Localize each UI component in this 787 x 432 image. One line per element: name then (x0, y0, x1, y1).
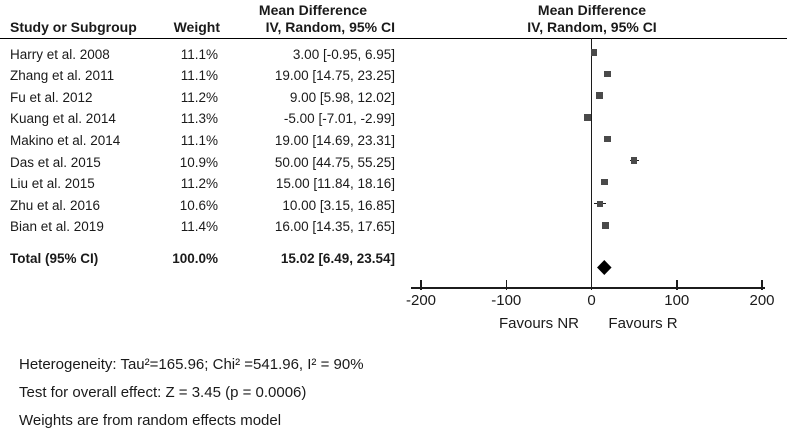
effect-square (590, 49, 598, 56)
pooled-diamond (597, 260, 612, 275)
study-row: Kuang et al. 2014 11.3% -5.00 [-7.01, -2… (0, 108, 400, 130)
heterogeneity-note: Heterogeneity: Tau²=165.96; Chi² =541.96… (19, 356, 364, 373)
study-ci: 15.00 [11.84, 18.16] (275, 176, 395, 192)
study-ci: 19.00 [14.69, 23.31] (274, 132, 395, 148)
study-row: Liu et al. 2015 11.2% 15.00 [11.84, 18.1… (0, 173, 400, 195)
x-axis-tick (505, 280, 507, 290)
study-row: Bian et al. 2019 11.4% 16.00 [14.35, 17.… (0, 216, 400, 238)
study-ci: 16.00 [14.35, 17.65] (274, 219, 395, 235)
weights-note: Weights are from random effects model (19, 412, 282, 429)
study-label: Bian et al. 2019 (10, 219, 104, 235)
effect-square (630, 157, 638, 164)
study-label: Makino et al. 2014 (10, 132, 121, 148)
effect-square (600, 178, 608, 186)
study-ci: 10.00 [3.15, 16.85] (282, 197, 395, 213)
weight-column-header: Weight (173, 19, 220, 35)
favours-right-label: Favours R (608, 315, 678, 332)
x-axis-tick (676, 280, 678, 290)
x-axis-tick (761, 280, 763, 290)
study-ci: 9.00 [5.98, 12.02] (289, 89, 395, 105)
study-weight: 11.2% (180, 89, 218, 105)
x-axis-tick-label: 100 (664, 292, 690, 309)
study-row: Fu et al. 2012 11.2% 9.00 [5.98, 12.02] (0, 87, 400, 109)
study-weight: 11.1% (180, 46, 218, 62)
effect-square (604, 135, 612, 143)
x-axis-tick (590, 280, 593, 290)
study-ci: 3.00 [-0.95, 6.95] (292, 46, 395, 62)
study-weight: 10.9% (179, 154, 218, 170)
total-row: Total (95% CI) 100.0% 15.02 [6.49, 23.54… (0, 248, 400, 270)
study-row: Das et al. 2015 10.9% 50.00 [44.75, 55.2… (0, 152, 400, 174)
study-weight: 11.2% (180, 176, 218, 192)
x-axis-tick-label: -200 (405, 292, 437, 309)
x-axis-tick-label: -100 (491, 292, 522, 309)
study-column-header: Study or Subgroup (10, 19, 137, 35)
x-axis-tick-label: 200 (749, 292, 775, 309)
effect-column-header-line2: IV, Random, 95% CI (265, 19, 395, 35)
study-row: Harry et al. 2008 11.1% 3.00 [-0.95, 6.9… (0, 44, 400, 66)
total-ci: 15.02 [6.49, 23.54] (280, 250, 395, 266)
study-ci: -5.00 [-7.01, -2.99] (283, 111, 395, 127)
effect-square (601, 221, 609, 229)
plot-header-line2: IV, Random, 95% CI (527, 19, 657, 35)
study-label: Kuang et al. 2014 (10, 111, 116, 127)
x-axis-tick (420, 280, 422, 290)
overall-effect-note: Test for overall effect: Z = 3.45 (p = 0… (19, 384, 307, 401)
study-row: Makino et al. 2014 11.1% 19.00 [14.69, 2… (0, 130, 400, 152)
favours-left-label: Favours NR (498, 315, 580, 332)
study-label: Liu et al. 2015 (10, 176, 95, 192)
study-weight: 11.1% (180, 132, 218, 148)
effect-column-header-line1: Mean Difference (258, 2, 368, 18)
study-row: Zhang et al. 2011 11.1% 19.00 [14.75, 23… (0, 65, 400, 87)
effect-square (583, 113, 591, 121)
study-label: Das et al. 2015 (10, 154, 101, 170)
study-weight: 10.6% (179, 197, 218, 213)
header-divider (0, 37, 787, 40)
zero-line (590, 38, 593, 288)
effect-square (596, 200, 604, 207)
study-ci: 19.00 [14.75, 23.25] (274, 68, 395, 84)
effect-square (595, 92, 603, 100)
study-weight: 11.4% (180, 219, 218, 235)
study-label: Zhang et al. 2011 (10, 68, 115, 84)
effect-square (604, 70, 612, 78)
total-label: Total (95% CI) (10, 250, 99, 266)
x-axis-line (411, 287, 765, 289)
study-weight: 11.3% (180, 111, 218, 127)
study-label: Fu et al. 2012 (10, 89, 93, 105)
study-row: Zhu et al. 2016 10.6% 10.00 [3.15, 16.85… (0, 195, 400, 217)
study-ci: 50.00 [44.75, 55.25] (274, 154, 395, 170)
total-weight: 100.0% (172, 250, 218, 266)
study-label: Zhu et al. 2016 (10, 197, 101, 213)
x-axis-tick-label: 0 (587, 292, 596, 309)
plot-header-line1: Mean Difference (537, 2, 647, 18)
study-label: Harry et al. 2008 (10, 46, 110, 62)
study-weight: 11.1% (180, 68, 218, 84)
